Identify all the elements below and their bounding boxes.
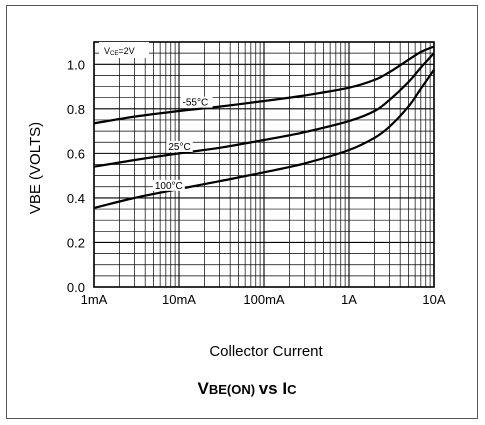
series-line-0 — [93, 45, 435, 125]
x-axis-title: Collector Current — [209, 343, 323, 360]
y-tick-label: 0.8 — [67, 102, 85, 117]
y-tick-labels: 0.0 0.2 0.4 0.6 0.8 1.0 — [67, 57, 85, 295]
series-label-backing — [152, 179, 185, 191]
chart-title-part: vs I — [259, 379, 287, 398]
series-labels: -55°C 25°C 100°C — [152, 96, 213, 192]
x-tick-label: 10mA — [162, 292, 196, 307]
plot-border — [93, 41, 435, 288]
series-label-2: 100°C — [155, 181, 183, 192]
y-tick-label: 0.6 — [67, 146, 85, 161]
series-label-0: -55°C — [183, 98, 209, 109]
condition-label: VCE=2V — [99, 42, 149, 58]
chart-title-part: C — [287, 382, 297, 397]
series-label-1: 25°C — [168, 142, 190, 153]
chart-title-part: BE(ON) — [209, 382, 259, 397]
x-tick-label: 1A — [341, 292, 357, 307]
y-tick-label: 0.4 — [67, 191, 85, 206]
grid — [93, 41, 435, 288]
series-label-backing — [166, 140, 193, 152]
x-tick-label: 10A — [422, 292, 445, 307]
series-line-1 — [93, 52, 435, 168]
x-tick-labels: 1mA 10mA 100mA 1A 10A — [81, 292, 446, 307]
chart-title-part: V — [198, 379, 210, 398]
chart-title: VBE(ON) vs IC — [198, 379, 298, 398]
x-tick-label: 100mA — [243, 292, 285, 307]
chart-frame — [6, 5, 478, 419]
y-tick-label: 1.0 — [67, 57, 85, 72]
series-label-backing — [180, 96, 213, 108]
condition-label-text: VCE=2V — [104, 46, 135, 57]
y-tick-label: 0.2 — [67, 235, 85, 250]
y-tick-label: 0.0 — [67, 280, 85, 295]
x-tick-label: 1mA — [81, 292, 108, 307]
y-axis-title: VBE (VOLTS) — [27, 122, 44, 214]
